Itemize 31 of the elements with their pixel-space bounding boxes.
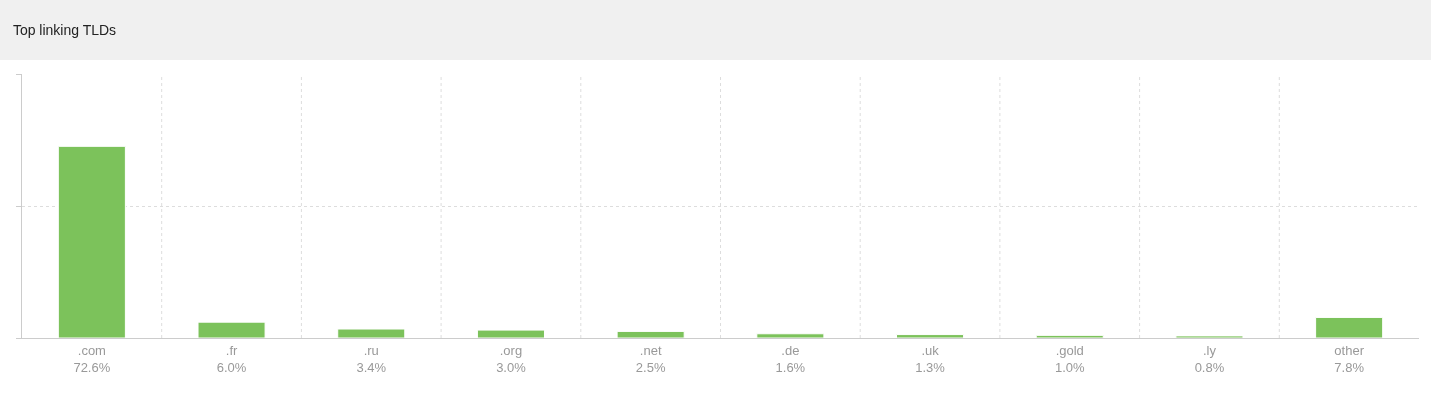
data-label: 0.8% bbox=[1194, 359, 1225, 375]
x-tick-label: .org bbox=[499, 342, 523, 358]
bar bbox=[476, 329, 545, 338]
bar bbox=[1035, 334, 1104, 338]
bar bbox=[337, 328, 406, 338]
data-label: 6.0% bbox=[216, 359, 247, 375]
bar bbox=[57, 145, 126, 338]
data-label: 1.0% bbox=[1054, 359, 1085, 375]
data-label: 7.8% bbox=[1334, 359, 1365, 375]
bar bbox=[756, 333, 825, 338]
data-label: 1.3% bbox=[915, 359, 946, 375]
data-label: 2.5% bbox=[635, 359, 666, 375]
bar bbox=[616, 330, 685, 338]
x-tick-label: .gold bbox=[1055, 342, 1084, 358]
bar bbox=[896, 334, 965, 338]
bar bbox=[197, 321, 266, 338]
x-tick-label: .fr bbox=[225, 342, 238, 358]
data-label: 1.6% bbox=[775, 359, 806, 375]
x-tick-label: .de bbox=[781, 342, 800, 358]
data-label: 72.6% bbox=[73, 359, 111, 375]
x-tick-label: .com bbox=[77, 342, 106, 358]
bar bbox=[1175, 335, 1244, 338]
x-tick-label: .ru bbox=[363, 342, 379, 358]
bar bbox=[1315, 316, 1384, 338]
x-tick-label: other bbox=[1334, 342, 1365, 358]
data-label: 3.0% bbox=[496, 359, 527, 375]
x-tick-label: .ly bbox=[1202, 342, 1217, 358]
x-tick-label: .uk bbox=[921, 342, 940, 358]
chart-title: Top linking TLDs bbox=[12, 21, 117, 38]
data-label: 3.4% bbox=[356, 359, 387, 375]
x-tick-label: .net bbox=[639, 342, 662, 358]
